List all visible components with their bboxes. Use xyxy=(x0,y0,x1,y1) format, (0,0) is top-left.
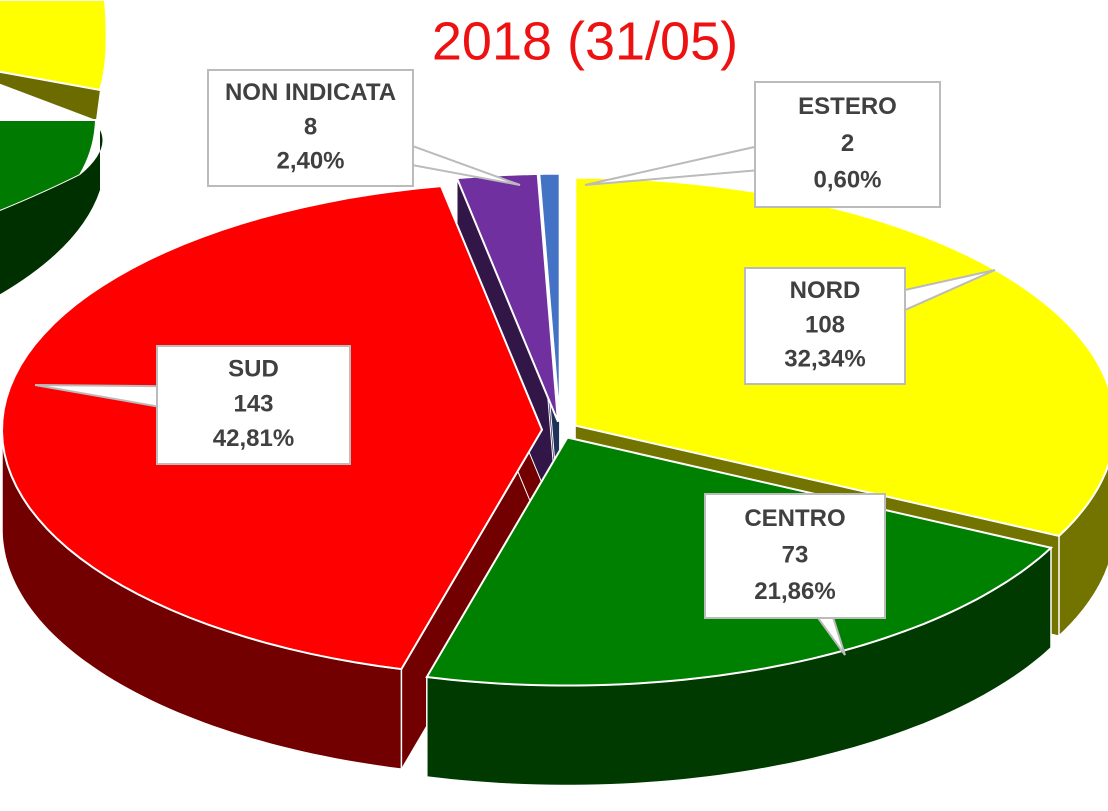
label-percent: 21,86% xyxy=(754,578,835,605)
label-name: SUD xyxy=(228,356,279,383)
neighbor-slice xyxy=(0,0,108,92)
label-box xyxy=(156,345,351,465)
label-percent: 32,34% xyxy=(784,345,865,372)
label-value: 73 xyxy=(782,541,809,568)
label-box xyxy=(207,69,414,187)
neighbor-slice-side xyxy=(0,130,103,295)
label-name: NORD xyxy=(790,277,861,304)
label-value: 108 xyxy=(805,311,845,338)
label-value: 8 xyxy=(304,113,317,140)
pie xyxy=(0,172,1108,787)
label-box xyxy=(744,267,906,385)
partial-neighbor-pie xyxy=(0,0,108,295)
neighbor-slice-side xyxy=(0,71,100,120)
data-labels: NORD 108 32,34% CENTRO 73 21,86% SUD 143 42,81% N… xyxy=(34,69,996,656)
label-percent: 0,60% xyxy=(813,167,881,194)
label-percent: 42,81% xyxy=(213,425,294,452)
chart-title: 2018 (31/05) xyxy=(432,11,738,71)
slice-side xyxy=(1058,463,1108,638)
slice xyxy=(455,173,559,423)
label-value: 143 xyxy=(233,390,273,417)
label-value: 2 xyxy=(841,130,854,157)
slice xyxy=(538,172,561,422)
label-box xyxy=(704,493,886,619)
label-box xyxy=(754,81,941,208)
label-percent: 2,40% xyxy=(276,147,344,174)
label-name: ESTERO xyxy=(798,93,897,120)
label-name: NON INDICATA xyxy=(225,79,396,106)
label-name: CENTRO xyxy=(744,505,845,532)
